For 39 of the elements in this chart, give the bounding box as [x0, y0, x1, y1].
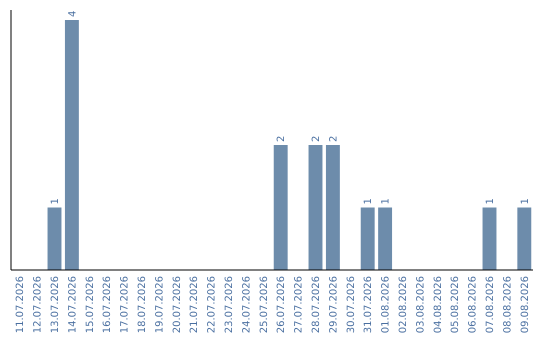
x-tick-label: 15.07.2026 [84, 276, 96, 334]
x-tick-label: 28.07.2026 [311, 276, 322, 334]
x-tick-label: 02.08.2026 [398, 276, 409, 334]
x-tick-label: 19.07.2026 [154, 276, 166, 334]
x-tick-label: 06.08.2026 [468, 276, 479, 334]
x-tick-label: 29.07.2026 [328, 276, 340, 334]
x-tick-label: 01.08.2026 [380, 276, 392, 334]
data-label: 4 [67, 10, 78, 17]
x-tick-label: 17.07.2026 [120, 276, 131, 334]
data-label: 1 [380, 198, 392, 204]
x-tick-label: 09.08.2026 [520, 276, 531, 334]
x-tick-label: 14.07.2026 [67, 276, 78, 334]
x-tick-label: 05.08.2026 [450, 276, 462, 334]
x-tick-label: 31.07.2026 [363, 276, 374, 334]
x-tick-label: 30.07.2026 [346, 276, 357, 334]
x-tick-label: 08.08.2026 [502, 276, 514, 334]
x-tick-label: 26.07.2026 [276, 276, 288, 334]
x-tick-label: 03.08.2026 [415, 276, 426, 334]
x-tick-label: 12.07.2026 [32, 276, 44, 334]
data-label: 1 [485, 198, 496, 204]
x-tick-label: 25.07.2026 [258, 276, 270, 334]
data-label: 2 [276, 136, 288, 142]
data-label: 2 [311, 136, 322, 142]
data-label: 1 [363, 198, 374, 204]
x-tick-label: 13.07.2026 [50, 276, 61, 334]
x-tick-label: 22.07.2026 [206, 276, 218, 334]
x-tick-label: 24.07.2026 [241, 276, 252, 334]
x-tick-label: 07.08.2026 [485, 276, 496, 334]
x-tick-label: 04.08.2026 [432, 276, 444, 334]
x-tick-label: 23.07.2026 [224, 276, 235, 334]
x-tick-label: 18.07.2026 [137, 276, 148, 334]
data-label: 1 [520, 198, 531, 204]
x-tick-label: 16.07.2026 [102, 276, 114, 334]
x-tick-label: 27.07.2026 [294, 276, 305, 334]
data-label: 2 [328, 136, 340, 142]
x-tick-label: 20.07.2026 [172, 276, 183, 334]
x-tick-label: 21.07.2026 [189, 276, 200, 334]
data-label: 1 [50, 198, 61, 204]
x-tick-label: 11.07.2026 [15, 276, 26, 334]
